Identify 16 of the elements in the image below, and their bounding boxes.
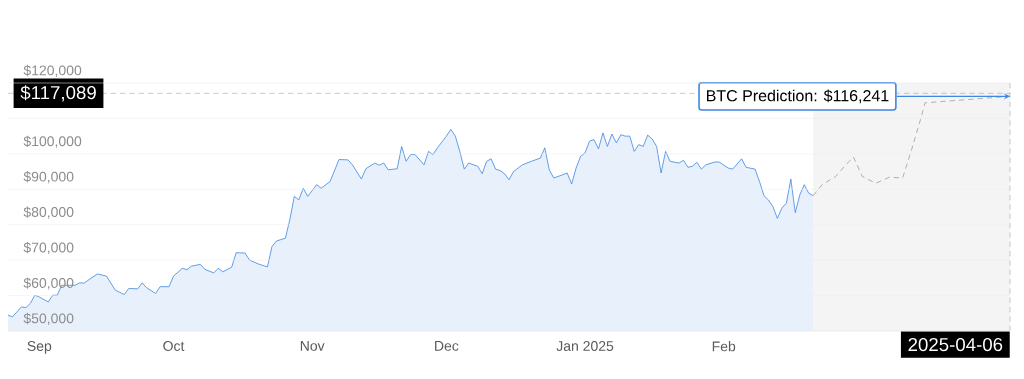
x-tick-label: Nov: [300, 341, 325, 351]
x-tick-label: Jan 2025: [556, 341, 614, 351]
y-tick-label: $100,000: [23, 135, 82, 148]
y-tick-label: $50,000: [23, 312, 74, 325]
y-tick-label: $80,000: [23, 206, 74, 219]
x-tick-label: Dec: [435, 341, 459, 351]
x-tick-label: Feb: [712, 341, 736, 352]
ref-line-label: $117,089: [20, 85, 96, 102]
y-tick-label: $70,000: [23, 241, 74, 255]
annotation: BTC Prediction: $116,241: [707, 89, 889, 104]
x-tick-label: Sep: [27, 341, 52, 354]
ref-line-label: 2025-04-06: [908, 337, 1003, 352]
y-tick-label: $60,000: [23, 277, 74, 290]
y-tick-label: $90,000: [23, 171, 74, 184]
x-tick-label: Oct: [163, 341, 185, 351]
y-tick-label: $120,000: [23, 64, 82, 77]
